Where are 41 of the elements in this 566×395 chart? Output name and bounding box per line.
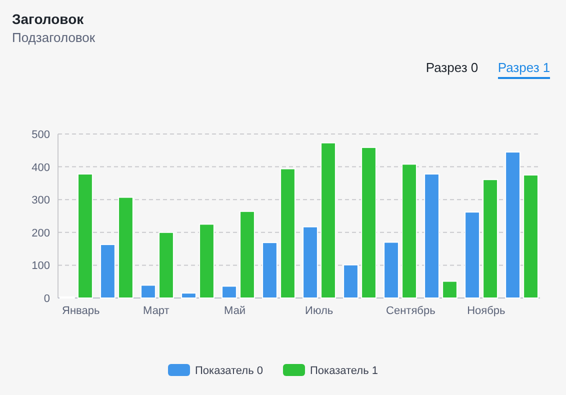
x-tick-label: Сентябрь bbox=[386, 305, 436, 317]
bar bbox=[384, 242, 399, 298]
bar bbox=[100, 244, 116, 298]
legend-label: Показатель 0 bbox=[195, 365, 263, 377]
bar bbox=[320, 142, 336, 298]
bar bbox=[343, 264, 358, 298]
y-tick-label: 100 bbox=[32, 260, 50, 272]
chart-title: Заголовок bbox=[12, 11, 85, 27]
bar bbox=[523, 174, 538, 298]
y-tick-label: 500 bbox=[32, 129, 50, 141]
x-tick-label: Май bbox=[224, 305, 246, 317]
x-tick-label: Ноябрь bbox=[467, 305, 506, 317]
text: Разрез 0 bbox=[426, 60, 478, 75]
bar bbox=[505, 152, 520, 298]
bar bbox=[402, 164, 417, 298]
bar bbox=[140, 284, 156, 298]
y-tick-label: 300 bbox=[32, 194, 50, 207]
bar bbox=[302, 226, 318, 298]
x-tick-label: Июль bbox=[305, 305, 334, 317]
chart-subtitle: Подзаголовок bbox=[12, 30, 96, 45]
x-tick-label: Март bbox=[143, 305, 170, 317]
y-tick-label: 200 bbox=[32, 227, 50, 240]
bar bbox=[222, 286, 237, 298]
bar bbox=[424, 174, 440, 298]
bar bbox=[442, 280, 458, 298]
bar bbox=[78, 174, 93, 298]
bar bbox=[181, 292, 196, 298]
bar bbox=[464, 212, 480, 298]
bar bbox=[118, 196, 134, 298]
bar bbox=[262, 242, 278, 298]
x-tick-label: Январь bbox=[62, 305, 100, 317]
bar bbox=[280, 168, 296, 298]
bar bbox=[361, 146, 376, 298]
bar bbox=[199, 224, 214, 298]
y-tick-label: 0 bbox=[44, 293, 50, 305]
legend-label: Показатель 1 bbox=[310, 365, 378, 377]
text: Разрез 1 bbox=[498, 60, 550, 75]
bar bbox=[482, 179, 498, 298]
y-tick-label: 400 bbox=[32, 162, 50, 174]
bar bbox=[240, 210, 255, 298]
bar bbox=[158, 232, 174, 298]
